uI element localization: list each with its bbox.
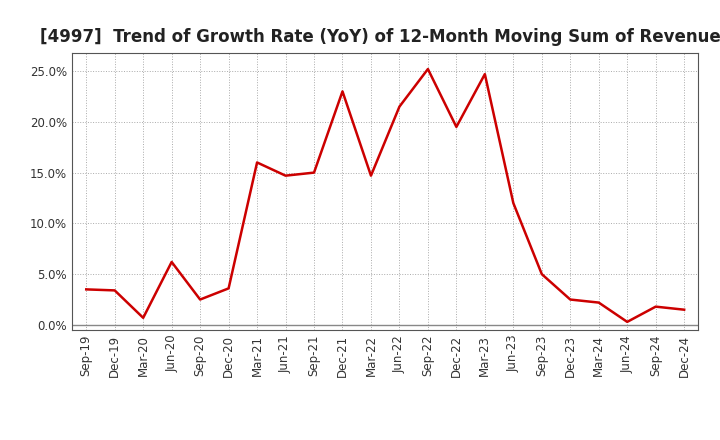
Title: [4997]  Trend of Growth Rate (YoY) of 12-Month Moving Sum of Revenues: [4997] Trend of Growth Rate (YoY) of 12-… — [40, 28, 720, 46]
